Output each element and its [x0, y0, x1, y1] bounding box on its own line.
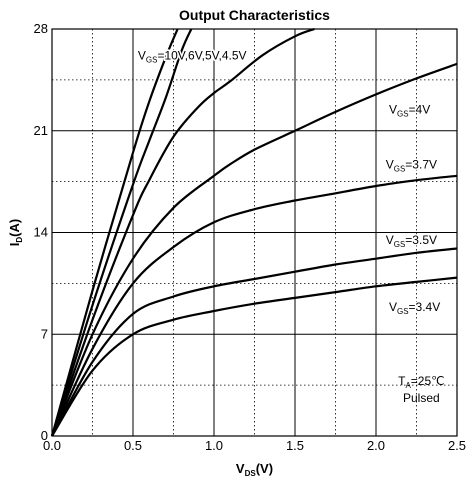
- series-line-6: [51, 276, 458, 437]
- y-tick-label-3: 21: [34, 123, 48, 138]
- vgs-label-1: VGS=4V: [389, 102, 430, 118]
- chart-title: Output Characteristics: [179, 7, 330, 23]
- y-axis-label-unit: (A): [7, 219, 22, 237]
- series-line-3: [50, 62, 458, 437]
- y-axis-label-main: I: [7, 243, 22, 247]
- x-tick-label-0: 0.0: [43, 438, 61, 453]
- series-lines: [50, 27, 458, 437]
- series-line-4: [51, 174, 458, 437]
- vgs-label-4: VGS=3.4V: [389, 300, 440, 316]
- temperature-label: TA=25℃: [398, 374, 445, 390]
- vgs-label-3: VGS=3.5V: [386, 233, 437, 249]
- annotations: VGS=10V,6V,5V,4.5V VGS=4V VGS=3.7V VGS=3.5V…: [136, 47, 445, 405]
- pulsed-label: Pulsed: [403, 391, 440, 405]
- x-axis-label-sub: DS: [245, 469, 257, 478]
- y-tick-label-2: 14: [34, 225, 48, 240]
- y-tick-label-0: 0: [41, 428, 48, 443]
- x-tick-label-3: 1.5: [286, 438, 304, 453]
- x-axis-label-unit: (V): [256, 461, 273, 476]
- y-axis-label-sub: D: [15, 237, 24, 243]
- y-tick-label-1: 7: [41, 326, 48, 341]
- x-axis-label-main: V: [236, 461, 245, 476]
- x-tick-label-5: 2.5: [448, 438, 466, 453]
- x-tick-label-4: 2.0: [367, 438, 385, 453]
- vgs-label-2: VGS=3.7V: [386, 158, 437, 174]
- x-axis-label: VDS(V): [236, 461, 273, 478]
- vgs-label-0: VGS=10V,6V,5V,4.5V: [138, 49, 247, 65]
- plot-frame: [51, 28, 458, 437]
- y-tick-label-4: 28: [34, 21, 48, 36]
- series-line-5: [51, 247, 458, 437]
- tick-labels: 0.0 0.5 1.0 1.5 2.0 2.5 0 7 14 21 28: [34, 21, 467, 453]
- series-line-2: [50, 27, 315, 437]
- series-line-1: [50, 28, 193, 437]
- x-tick-label-1: 0.5: [124, 438, 142, 453]
- y-axis-label: ID(A): [7, 219, 24, 246]
- x-tick-label-2: 1.0: [205, 438, 223, 453]
- series-line-0: [50, 28, 179, 437]
- grid: [52, 29, 457, 436]
